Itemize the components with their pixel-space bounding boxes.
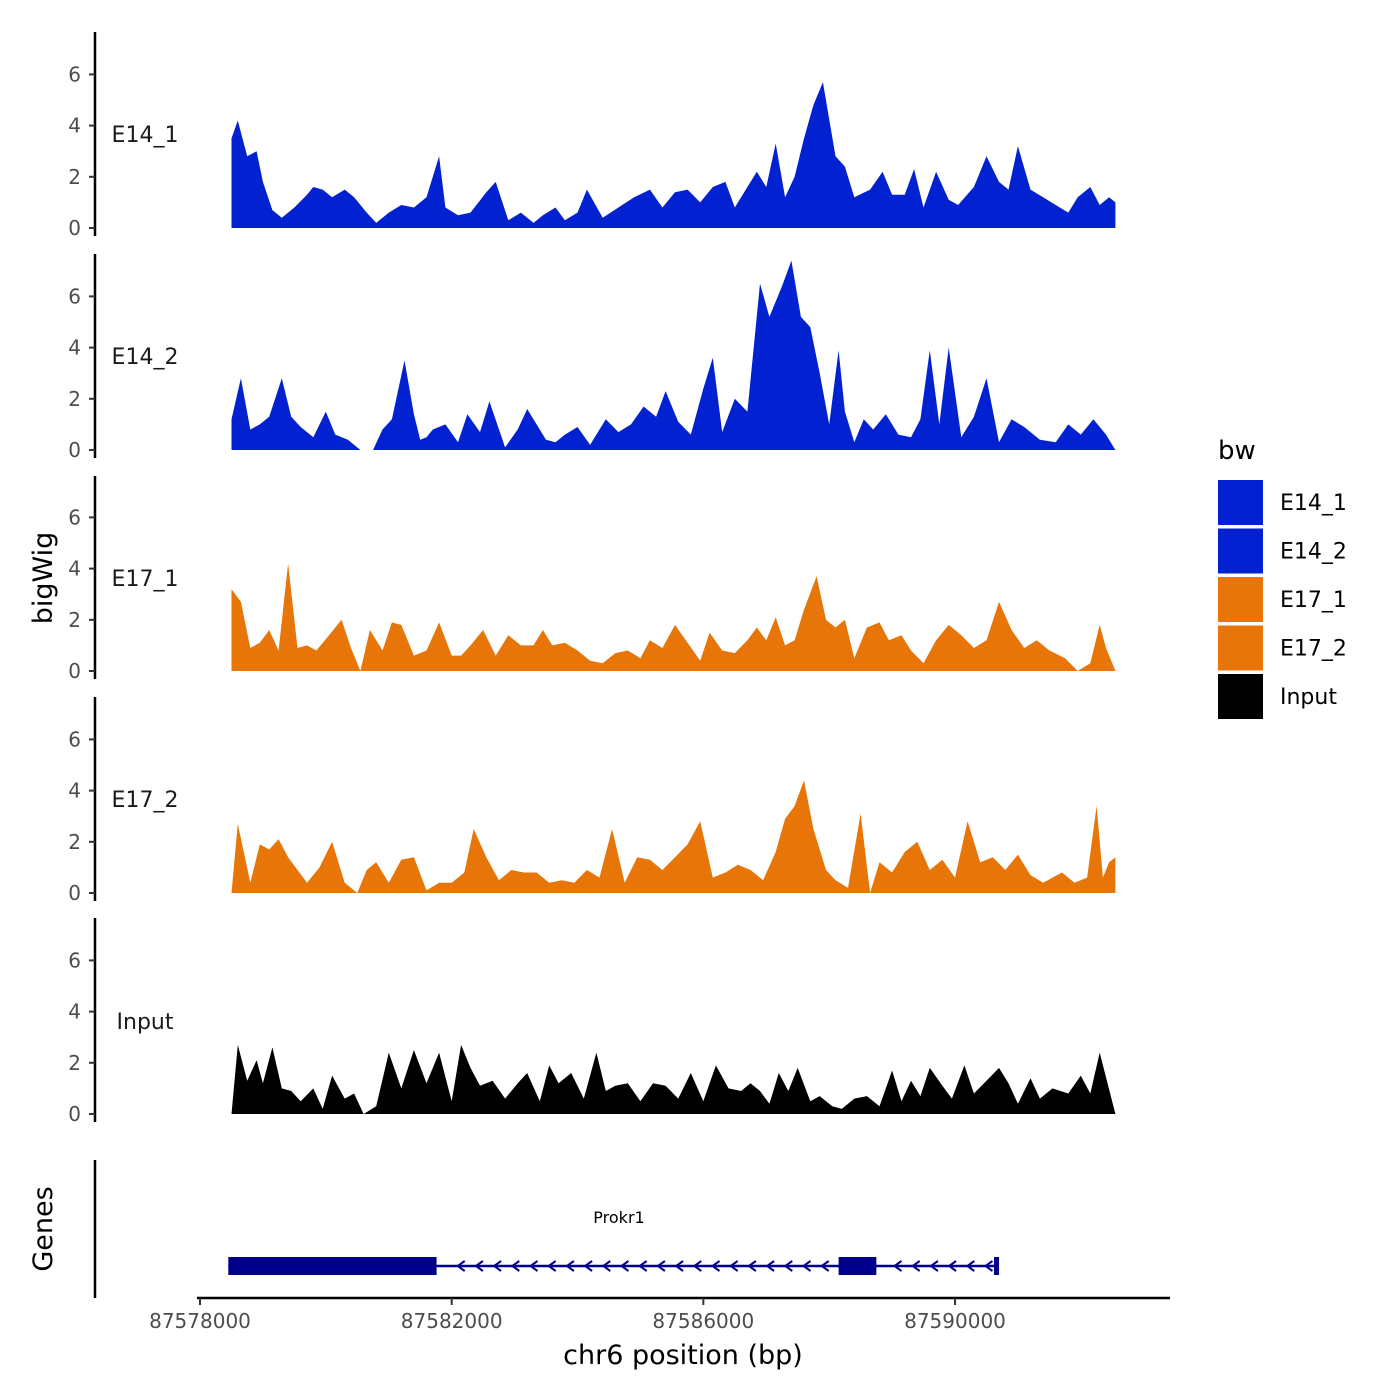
y-tick-label: 0 — [68, 216, 81, 240]
strand-arrow-icon — [929, 1260, 939, 1272]
strand-arrow-icon — [692, 1260, 702, 1272]
y-tick-label: 6 — [68, 284, 81, 308]
y-tick-label: 6 — [68, 505, 81, 529]
y-tick-label: 0 — [68, 881, 81, 905]
strand-arrow-icon — [947, 1260, 957, 1272]
track-e14-2: 0 2 4 6 E14_2 — [68, 254, 1116, 462]
legend-swatch — [1218, 528, 1263, 574]
strand-arrow-icon — [783, 1260, 793, 1272]
strand-arrow-icon — [710, 1260, 721, 1272]
y-axis-title: bigWig — [28, 532, 59, 625]
strand-arrow-icon — [583, 1260, 593, 1272]
y-tick-label: 2 — [68, 608, 81, 632]
genes-track-label: Genes — [28, 1186, 59, 1271]
y-tick-label: 0 — [68, 438, 81, 462]
strand-arrow-icon — [747, 1260, 757, 1272]
track-input: 0 2 4 6 Input — [68, 918, 1116, 1126]
y-tick-label: 4 — [68, 1000, 81, 1024]
signal-area-e14-1 — [231, 82, 1116, 228]
y-tick-label: 2 — [68, 1051, 81, 1075]
track-e17-2: 0 2 4 6 E17_2 — [68, 697, 1116, 905]
x-tick-label: 87586000 — [652, 1309, 754, 1333]
y-tick-label: 0 — [68, 1102, 81, 1126]
gene-exon — [994, 1257, 1000, 1275]
y-tick-label: 4 — [68, 114, 81, 138]
x-tick-label: 87578000 — [149, 1309, 251, 1333]
strand-arrow-icon — [819, 1260, 830, 1272]
y-tick-label: 4 — [68, 336, 81, 360]
track-e17-1: 0 2 4 6 E17_1 — [68, 476, 1116, 683]
strand-arrow-icon — [656, 1260, 666, 1272]
legend-swatch — [1218, 674, 1263, 719]
strand-arrow-icon — [510, 1260, 520, 1272]
x-axis-title: chr6 position (bp) — [563, 1340, 803, 1371]
x-axis: 87578000 87582000 87586000 87590000 — [149, 1296, 1170, 1333]
strand-arrow-icon — [910, 1260, 921, 1272]
legend-label: E17_1 — [1280, 588, 1347, 613]
strand-arrow-icon — [546, 1260, 557, 1272]
signal-area-e17-2 — [231, 780, 1116, 893]
strand-arrow-icon — [619, 1260, 630, 1272]
signal-tracks: 0 2 4 6 E14_1 0 2 4 6 E14_2 0 2 4 6 E17_1 0 2 4 6 E17_2 0 2 4 6… — [68, 32, 1116, 1126]
track-label: E14_2 — [112, 345, 179, 370]
legend-swatch — [1218, 625, 1263, 671]
legend: bw E14_1 E14_2 E17_1 E17_2 Input — [1218, 436, 1347, 719]
y-tick-label: 0 — [68, 659, 81, 683]
strand-arrow-icon — [565, 1260, 575, 1272]
track-e14-1: 0 2 4 6 E14_1 — [68, 32, 1116, 240]
legend-label: E14_2 — [1280, 540, 1347, 565]
y-tick-label: 2 — [68, 165, 81, 189]
strand-arrow-icon — [674, 1260, 684, 1272]
strand-arrow-icon — [601, 1260, 611, 1272]
legend-label: E14_1 — [1280, 491, 1347, 516]
track-label: E17_1 — [112, 567, 179, 592]
strand-arrow-icon — [892, 1260, 903, 1272]
y-tick-label: 4 — [68, 557, 81, 581]
gene-exon — [228, 1257, 437, 1275]
y-tick-label: 2 — [68, 387, 81, 411]
signal-area-e14-2 — [231, 260, 1116, 450]
strand-arrow-icon — [965, 1260, 975, 1272]
x-tick-label: 87590000 — [904, 1309, 1006, 1333]
strand-arrow-icon — [492, 1260, 502, 1272]
strand-arrow-icon — [983, 1260, 994, 1272]
y-tick-label: 6 — [68, 948, 81, 972]
strand-arrow-icon — [801, 1260, 812, 1272]
strand-arrow-icon — [528, 1260, 539, 1272]
legend-label: E17_2 — [1280, 637, 1347, 662]
y-tick-label: 6 — [68, 727, 81, 751]
y-tick-label: 4 — [68, 779, 81, 803]
legend-swatch — [1218, 577, 1263, 622]
track-label: E17_2 — [112, 788, 179, 813]
genes-track: Genes Prokr1 — [28, 1160, 1000, 1298]
track-label: E14_1 — [112, 123, 179, 148]
signal-area-input — [231, 1044, 1116, 1114]
x-tick-label: 87582000 — [401, 1309, 503, 1333]
strand-arrow-icon — [474, 1260, 484, 1272]
gene-exon — [838, 1257, 877, 1275]
track-label: Input — [117, 1010, 174, 1035]
strand-arrow-icon — [455, 1260, 466, 1272]
y-tick-label: 2 — [68, 830, 81, 854]
signal-area-e17-1 — [231, 563, 1116, 671]
legend-swatch — [1218, 480, 1263, 525]
y-tick-label: 6 — [68, 62, 81, 86]
strand-arrow-icon — [728, 1260, 739, 1272]
strand-arrow-icon — [765, 1260, 775, 1272]
legend-title: bw — [1218, 436, 1256, 466]
legend-label: Input — [1280, 685, 1337, 710]
gene-name-label: Prokr1 — [593, 1208, 644, 1227]
strand-arrow-icon — [637, 1260, 648, 1272]
